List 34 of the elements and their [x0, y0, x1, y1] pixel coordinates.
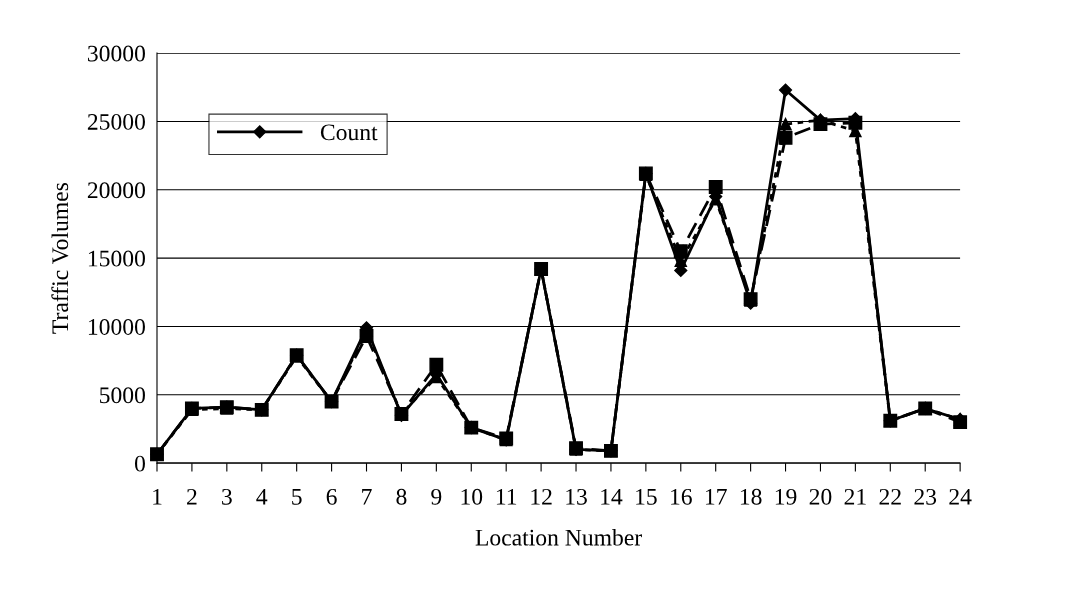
x-tick-label: 10 [461, 488, 483, 505]
x-tick-label: 6 [326, 488, 337, 505]
x-tick-label: 14 [601, 488, 623, 505]
legend-label: Count [320, 124, 378, 141]
x-tick-label: 15 [636, 488, 657, 505]
x-tick-label: 23 [914, 488, 937, 505]
y-tick-label: 5000 [100, 387, 145, 404]
x-tick-label: 8 [396, 488, 407, 505]
y-tick-label: 20000 [87, 182, 145, 199]
x-tick-label: 9 [431, 488, 442, 505]
y-tick-label: 0 [134, 455, 145, 472]
x-tick-label: 24 [949, 488, 972, 505]
x-tick-label: 21 [844, 488, 866, 505]
y-tick-label: 15000 [88, 250, 145, 267]
x-tick-label: 12 [531, 488, 552, 505]
x-tick-label: 18 [740, 488, 762, 505]
x-tick-label: 17 [705, 488, 727, 505]
y-tick-label: 25000 [87, 113, 145, 130]
y-axis-title: Traffic Volumes [51, 182, 69, 334]
x-tick-label: 11 [496, 488, 517, 505]
x-axis-title: Location Number [475, 529, 642, 546]
x-tick-label: 22 [879, 488, 901, 505]
x-tick-label: 19 [775, 488, 797, 505]
x-tick-label: 3 [222, 488, 232, 505]
x-tick-label: 7 [362, 489, 372, 505]
x-tick-label: 13 [566, 488, 587, 505]
x-tick-label: 1 [153, 488, 162, 505]
x-tick-label: 2 [187, 488, 197, 505]
x-tick-label: 5 [292, 489, 302, 505]
x-tick-label: 20 [809, 488, 832, 505]
x-tick-label: 4 [256, 488, 268, 505]
x-tick-label: 16 [671, 488, 692, 505]
y-tick-label: 10000 [88, 318, 145, 335]
y-tick-label: 30000 [87, 45, 145, 62]
